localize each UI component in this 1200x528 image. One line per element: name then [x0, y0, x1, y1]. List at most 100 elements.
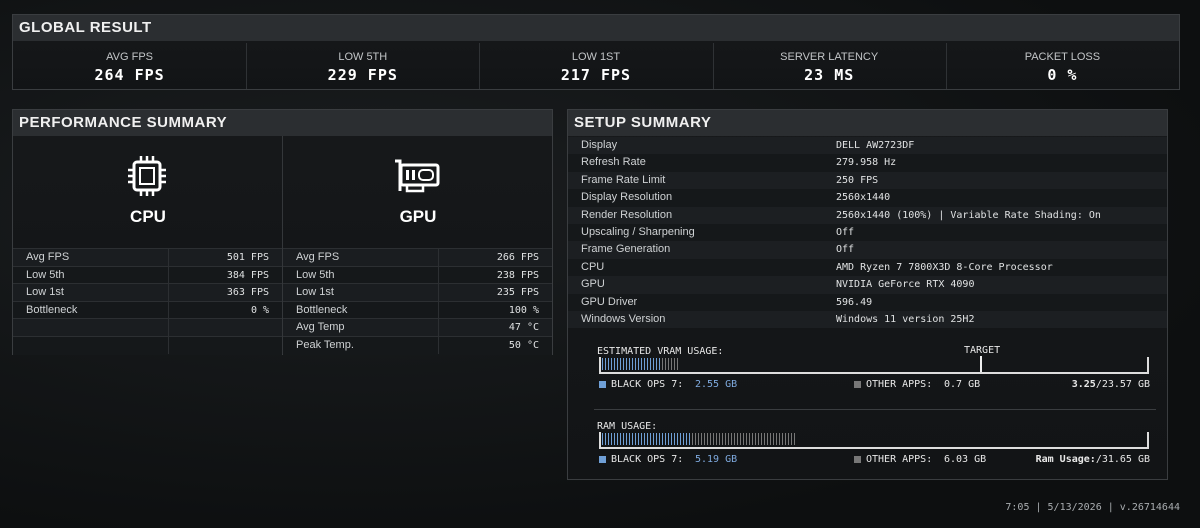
divider — [712, 43, 714, 89]
row-value: 384 FPS — [226, 269, 269, 281]
stat-label: LOW 5TH — [338, 51, 388, 63]
row — [283, 283, 552, 302]
row-value: Off — [836, 244, 855, 256]
row — [568, 241, 1167, 259]
row — [283, 300, 552, 320]
row-label: Low 1st — [296, 286, 334, 299]
legend-label: BLACK OPS 7: — [611, 454, 684, 465]
row-label: Avg Temp — [296, 321, 345, 334]
divider — [945, 43, 947, 89]
row — [568, 171, 1167, 190]
row-value: 279.958 Hz — [836, 157, 897, 169]
row-label: Frame Rate Limit — [581, 173, 666, 186]
divider — [438, 265, 439, 284]
row — [13, 248, 282, 267]
gpu-icon — [395, 159, 440, 193]
bar-end — [1147, 432, 1149, 449]
legend-value: 2.55 GB — [695, 379, 738, 390]
legend-swatch — [599, 456, 606, 463]
stat-label: SERVER LATENCY — [780, 51, 879, 63]
legend-swatch — [599, 381, 606, 388]
row — [13, 336, 282, 355]
stat-label: PACKET LOSS — [1024, 51, 1101, 63]
stat-value: 264 FPS — [94, 66, 165, 84]
stat-value: 217 FPS — [560, 66, 632, 84]
row — [13, 283, 282, 302]
divider — [438, 248, 439, 266]
panel-header: GLOBAL RESULT — [13, 15, 1179, 41]
legend-value: 6.03 GB — [944, 454, 987, 465]
row — [568, 258, 1167, 277]
row-value: 596.49 — [836, 296, 873, 308]
row — [568, 137, 1167, 155]
legend-label: OTHER APPS: — [866, 379, 933, 390]
row — [13, 265, 282, 285]
stat-label: LOW 1ST — [571, 51, 621, 63]
row-value: 363 FPS — [226, 287, 269, 299]
row-value: NVIDIA GeForce RTX 4090 — [836, 279, 975, 291]
row-value: 501 FPS — [226, 252, 269, 263]
row-label: Low 1st — [26, 286, 64, 299]
used: Ram Usage: — [1035, 454, 1096, 465]
row-label: Display — [581, 139, 618, 151]
divider — [479, 43, 481, 89]
divider — [438, 300, 439, 319]
performance-panel: PERFORMANCE SUMMARY CPU Avg FPS 501 FPS Low… — [12, 109, 553, 355]
row-value: 47 °C — [508, 322, 539, 334]
divider — [246, 43, 248, 89]
divider — [438, 283, 439, 301]
row-label: Avg FPS — [296, 251, 340, 263]
other-bar — [661, 358, 678, 370]
divider — [168, 300, 169, 319]
row — [13, 318, 282, 337]
unit-name: GPU — [399, 207, 437, 226]
row-label: CPU — [581, 260, 605, 273]
row-label: Display Resolution — [581, 191, 673, 204]
bar-frame — [599, 372, 1149, 374]
panel-header: PERFORMANCE SUMMARY — [13, 110, 552, 136]
game-bar — [602, 433, 693, 445]
setup-panel: SETUP SUMMARY Display DELL AW2723DF Refres… — [567, 109, 1168, 480]
row — [568, 276, 1167, 294]
row-value: 238 FPS — [496, 269, 539, 281]
divider — [168, 318, 169, 336]
cpu-icon — [128, 156, 166, 196]
other-bar — [692, 433, 797, 445]
stat-value: 0 % — [1047, 66, 1078, 84]
row-value: Off — [836, 227, 855, 238]
row — [283, 248, 552, 267]
row-value: DELL AW2723DF — [836, 140, 915, 151]
divider — [168, 283, 169, 301]
row-label: Windows Version — [581, 313, 666, 325]
bar-end — [599, 432, 601, 449]
legend-swatch — [854, 456, 861, 463]
footer: 7:05 | 5/13/2026 | v.26714644 — [1005, 502, 1180, 513]
row-value: 50 °C — [508, 340, 539, 351]
row-label: GPU — [581, 278, 605, 291]
divider — [168, 265, 169, 284]
usage-total: 3.25/23.57 GB — [1072, 379, 1150, 390]
divider — [438, 318, 439, 336]
row-label: Bottleneck — [26, 303, 78, 316]
row-value: 266 FPS — [496, 252, 539, 263]
game-bar — [602, 358, 662, 370]
row-value: 2560x1440 (100%) | Variable Rate Shading… — [836, 209, 1101, 221]
global-panel: GLOBAL RESULT AVG FPS 264 FPS LOW 5TH 229 F… — [12, 14, 1180, 90]
row-label: Low 5th — [296, 268, 335, 281]
legend-value: 5.19 GB — [695, 454, 738, 465]
row — [283, 336, 552, 355]
row-value: 250 FPS — [836, 174, 879, 186]
row-label: Avg FPS — [26, 251, 70, 263]
row-label: Frame Generation — [581, 243, 671, 256]
divider — [282, 136, 283, 354]
row-label: Upscaling / Sharpening — [581, 226, 695, 238]
bar-end — [599, 357, 601, 374]
row-value: AMD Ryzen 7 7800X3D 8-Core Processor — [836, 261, 1053, 273]
stat-value: 229 FPS — [327, 66, 398, 84]
row-value: Windows 11 version 25H2 — [836, 314, 975, 325]
row-label: GPU Driver — [581, 295, 638, 308]
row — [568, 293, 1167, 311]
bar-frame — [599, 447, 1149, 449]
row-value: 0 % — [250, 304, 269, 316]
